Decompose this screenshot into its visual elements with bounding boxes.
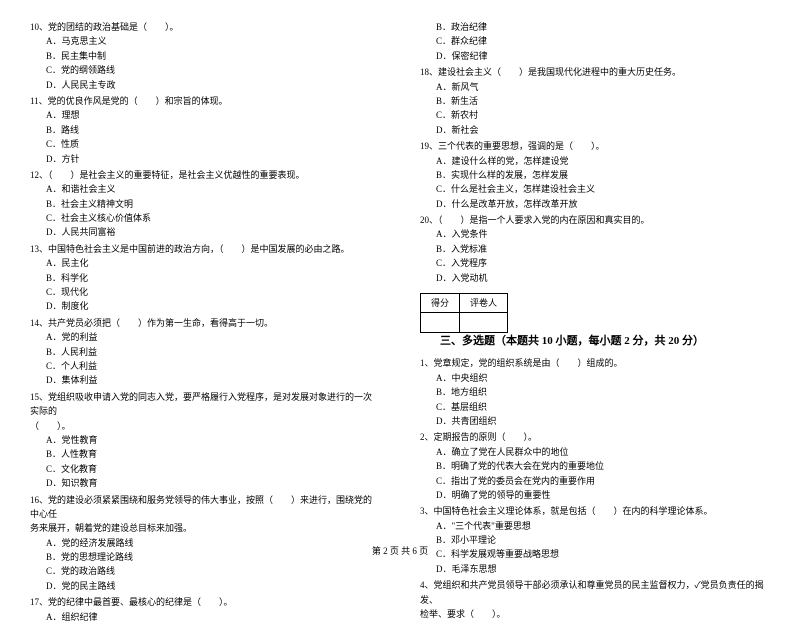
mq1-opt-d: D．共青团组织 bbox=[420, 414, 770, 428]
section-3-header: 得分 评卷人 三、多选题（本题共 10 小题，每小题 2 分，共 20 分） bbox=[420, 293, 770, 350]
question-11: 11、党的优良作风是党的（ ）和宗旨的体现。 A．理想 B．路线 C．性质 D．… bbox=[30, 94, 380, 166]
q11-opt-a: A．理想 bbox=[30, 108, 380, 122]
q18-opt-a: A．新风气 bbox=[420, 80, 770, 94]
reviewer-cell bbox=[460, 313, 508, 332]
q15-text: 15、党组织吸收申请入党的同志入党，要严格履行入党程序，是对发展对象进行的一次实… bbox=[30, 390, 380, 419]
q10-opt-c: C．党的纲领路线 bbox=[30, 63, 380, 77]
q13-opt-c: C．现代化 bbox=[30, 285, 380, 299]
q16-text: 16、党的建设必须紧紧围绕和服务党领导的伟大事业，按照（ ）来进行，围绕党的中心… bbox=[30, 493, 380, 522]
mq3-opt-d: D．毛泽东思想 bbox=[420, 562, 770, 576]
q10-opt-d: D．人民民主专政 bbox=[30, 78, 380, 92]
multi-question-4: 4、党组织和共产党员领导干部必须承认和尊重党员的民主监督权力，✓党员负责任的揭发… bbox=[420, 578, 770, 621]
q11-opt-c: C．性质 bbox=[30, 137, 380, 151]
mq2-opt-a: A．确立了党在人民群众中的地位 bbox=[420, 445, 770, 459]
q14-opt-c: C．个人利益 bbox=[30, 359, 380, 373]
mq4-text2: 检举、要求（ ）。 bbox=[420, 607, 770, 621]
score-cell bbox=[421, 313, 460, 332]
mq2-opt-d: D．明确了党的领导的重要性 bbox=[420, 488, 770, 502]
question-18: 18、建设社会主义（ ）是我国现代化进程中的重大历史任务。 A．新风气 B．新生… bbox=[420, 65, 770, 137]
q12-opt-c: C．社会主义核心价值体系 bbox=[30, 211, 380, 225]
q17-opt-a: A．组织纪律 bbox=[30, 610, 380, 624]
q12-opt-d: D．人民共同富裕 bbox=[30, 225, 380, 239]
question-20: 20、（ ）是指一个人要求入党的内在原因和真实目的。 A．入党条件 B．入党标准… bbox=[420, 213, 770, 285]
q20-text: 20、（ ）是指一个人要求入党的内在原因和真实目的。 bbox=[420, 213, 770, 227]
q19-opt-b: B．实现什么样的发展，怎样发展 bbox=[420, 168, 770, 182]
q14-opt-a: A．党的利益 bbox=[30, 330, 380, 344]
q20-opt-b: B．入党标准 bbox=[420, 242, 770, 256]
q12-opt-a: A．和谐社会主义 bbox=[30, 182, 380, 196]
mq1-text: 1、党章规定，党的组织系统是由（ ）组成的。 bbox=[420, 356, 770, 370]
q15-opt-b: B．人性教育 bbox=[30, 447, 380, 461]
question-16: 16、党的建设必须紧紧围绕和服务党领导的伟大事业，按照（ ）来进行，围绕党的中心… bbox=[30, 493, 380, 594]
mq2-opt-c: C．指出了党的委员会在党内的重要作用 bbox=[420, 474, 770, 488]
q20-opt-d: D．入党动机 bbox=[420, 271, 770, 285]
q14-opt-d: D．集体利益 bbox=[30, 373, 380, 387]
mq1-opt-c: C．基层组织 bbox=[420, 400, 770, 414]
question-17: 17、党的纪律中最首要、最核心的纪律是（ ）。 A．组织纪律 bbox=[30, 595, 380, 624]
q16-text2: 务来展开，朝着党的建设总目标来加强。 bbox=[30, 521, 380, 535]
mq2-text: 2、定期报告的原则（ ）。 bbox=[420, 430, 770, 444]
q12-opt-b: B．社会主义精神文明 bbox=[30, 197, 380, 211]
q16-opt-d: D．党的民主路线 bbox=[30, 579, 380, 593]
multi-question-2: 2、定期报告的原则（ ）。 A．确立了党在人民群众中的地位 B．明确了党的代表大… bbox=[420, 430, 770, 502]
question-14: 14、共产党员必须把（ ）作为第一生命，看得高于一切。 A．党的利益 B．人民利… bbox=[30, 316, 380, 388]
q19-text: 19、三个代表的重要思想，强调的是（ ）。 bbox=[420, 139, 770, 153]
score-table: 得分 评卷人 bbox=[420, 293, 508, 333]
q19-opt-d: D．什么是改革开放，怎样改革开放 bbox=[420, 197, 770, 211]
reviewer-label: 评卷人 bbox=[460, 294, 508, 313]
q17-opt-d: D．保密纪律 bbox=[420, 49, 770, 63]
question-12: 12、（ ）是社会主义的重要特征，是社会主义优越性的重要表现。 A．和谐社会主义… bbox=[30, 168, 380, 240]
q11-text: 11、党的优良作风是党的（ ）和宗旨的体现。 bbox=[30, 94, 380, 108]
q10-opt-b: B．民主集中制 bbox=[30, 49, 380, 63]
q11-opt-b: B．路线 bbox=[30, 123, 380, 137]
q14-opt-b: B．人民利益 bbox=[30, 345, 380, 359]
question-19: 19、三个代表的重要思想，强调的是（ ）。 A．建设什么样的党，怎样建设党 B．… bbox=[420, 139, 770, 211]
page-footer: 第 2 页 共 6 页 bbox=[0, 544, 800, 557]
q12-text: 12、（ ）是社会主义的重要特征，是社会主义优越性的重要表现。 bbox=[30, 168, 380, 182]
q20-opt-c: C．入党程序 bbox=[420, 256, 770, 270]
question-10: 10、党的团结的政治基础是（ ）。 A．马克思主义 B．民主集中制 C．党的纲领… bbox=[30, 20, 380, 92]
right-column: B．政治纪律 C．群众纪律 D．保密纪律 18、建设社会主义（ ）是我国现代化进… bbox=[420, 20, 770, 530]
q18-text: 18、建设社会主义（ ）是我国现代化进程中的重大历史任务。 bbox=[420, 65, 770, 79]
question-15: 15、党组织吸收申请入党的同志入党，要严格履行入党程序，是对发展对象进行的一次实… bbox=[30, 390, 380, 491]
q13-opt-b: B．科学化 bbox=[30, 271, 380, 285]
q11-opt-d: D．方针 bbox=[30, 152, 380, 166]
q15-opt-c: C．文化教育 bbox=[30, 462, 380, 476]
q13-text: 13、中国特色社会主义是中国前进的政治方向，（ ）是中国发展的必由之路。 bbox=[30, 242, 380, 256]
q13-opt-d: D．制度化 bbox=[30, 299, 380, 313]
score-label: 得分 bbox=[421, 294, 460, 313]
question-17-cont: B．政治纪律 C．群众纪律 D．保密纪律 bbox=[420, 20, 770, 63]
q18-opt-b: B．新生活 bbox=[420, 94, 770, 108]
q18-opt-c: C．新农村 bbox=[420, 108, 770, 122]
q10-opt-a: A．马克思主义 bbox=[30, 34, 380, 48]
mq3-opt-a: A．"三个代表"重要思想 bbox=[420, 519, 770, 533]
page-columns: 10、党的团结的政治基础是（ ）。 A．马克思主义 B．民主集中制 C．党的纲领… bbox=[30, 20, 770, 530]
multi-question-3: 3、中国特色社会主义理论体系，就是包括（ ）在内的科学理论体系。 A．"三个代表… bbox=[420, 504, 770, 576]
q19-opt-a: A．建设什么样的党，怎样建设党 bbox=[420, 154, 770, 168]
q17-opt-b: B．政治纪律 bbox=[420, 20, 770, 34]
q15-opt-d: D．知识教育 bbox=[30, 476, 380, 490]
mq4-text: 4、党组织和共产党员领导干部必须承认和尊重党员的民主监督权力，✓党员负责任的揭发… bbox=[420, 578, 770, 607]
question-13: 13、中国特色社会主义是中国前进的政治方向，（ ）是中国发展的必由之路。 A．民… bbox=[30, 242, 380, 314]
mq1-opt-b: B．地方组织 bbox=[420, 385, 770, 399]
q19-opt-c: C．什么是社会主义，怎样建设社会主义 bbox=[420, 182, 770, 196]
multi-question-1: 1、党章规定，党的组织系统是由（ ）组成的。 A．中央组织 B．地方组织 C．基… bbox=[420, 356, 770, 428]
mq3-text: 3、中国特色社会主义理论体系，就是包括（ ）在内的科学理论体系。 bbox=[420, 504, 770, 518]
q16-opt-c: C．党的政治路线 bbox=[30, 564, 380, 578]
q10-text: 10、党的团结的政治基础是（ ）。 bbox=[30, 20, 380, 34]
q15-text2: （ ）。 bbox=[30, 419, 380, 433]
q17-opt-c: C．群众纪律 bbox=[420, 34, 770, 48]
q14-text: 14、共产党员必须把（ ）作为第一生命，看得高于一切。 bbox=[30, 316, 380, 330]
q20-opt-a: A．入党条件 bbox=[420, 227, 770, 241]
q18-opt-d: D．新社会 bbox=[420, 123, 770, 137]
q13-opt-a: A．民主化 bbox=[30, 256, 380, 270]
mq2-opt-b: B．明确了党的代表大会在党内的重要地位 bbox=[420, 459, 770, 473]
mq1-opt-a: A．中央组织 bbox=[420, 371, 770, 385]
section-3-title: 三、多选题（本题共 10 小题，每小题 2 分，共 20 分） bbox=[440, 333, 704, 351]
q15-opt-a: A．党性教育 bbox=[30, 433, 380, 447]
q17-text: 17、党的纪律中最首要、最核心的纪律是（ ）。 bbox=[30, 595, 380, 609]
left-column: 10、党的团结的政治基础是（ ）。 A．马克思主义 B．民主集中制 C．党的纲领… bbox=[30, 20, 380, 530]
